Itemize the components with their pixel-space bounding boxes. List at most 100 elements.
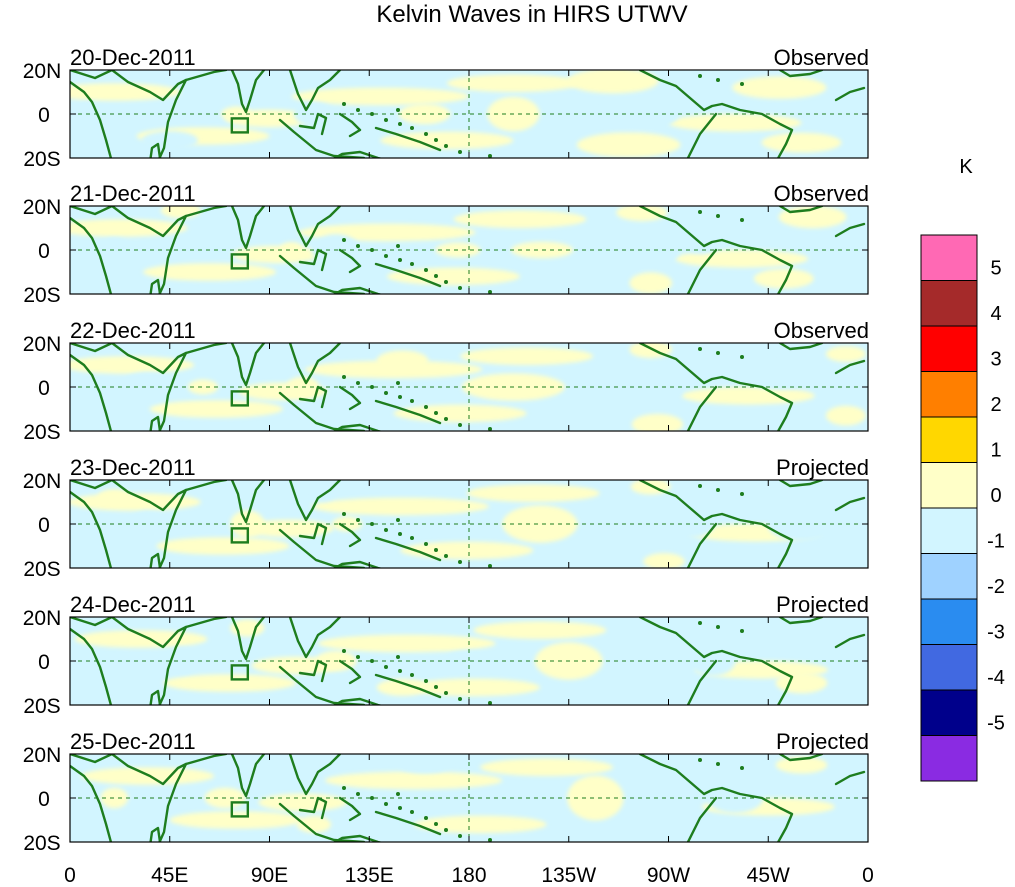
background-streak — [258, 793, 348, 812]
map-panel: 20N 0 20S 20-Dec-2011 Observed — [23, 45, 869, 171]
y-tick-label: 20S — [23, 558, 60, 581]
anomaly-contour — [567, 775, 624, 821]
anomaly-contour — [666, 510, 715, 538]
colorbar-swatch — [920, 371, 978, 418]
background-streak — [668, 114, 802, 132]
anomaly-contour — [775, 672, 828, 694]
anomaly-contour — [97, 489, 132, 507]
reference-box — [230, 527, 250, 544]
panel-kind: Observed — [774, 45, 869, 70]
background-streak — [406, 678, 540, 697]
colorbar-swatch — [920, 735, 978, 782]
colorbar-label: -2 — [987, 576, 1005, 598]
map-panel: 20N 0 20S 25-Dec-2011 Projected — [23, 729, 869, 855]
background-streak — [446, 74, 580, 92]
colorbar-swatch — [920, 416, 978, 463]
anomaly-contour — [141, 131, 199, 150]
chart-title: Kelvin Waves in HIRS UTWV — [376, 1, 687, 28]
panel-kind: Projected — [776, 592, 869, 617]
colorbar-label: -4 — [987, 667, 1005, 689]
background-streak — [380, 131, 514, 150]
map-panel: 20N 0 20S 24-Dec-2011 Projected — [23, 592, 869, 718]
y-tick-label: 0 — [38, 788, 50, 811]
anomaly-contour — [97, 237, 131, 263]
reference-box — [230, 664, 250, 681]
background-streak — [386, 267, 520, 286]
anomaly-contour — [398, 756, 451, 774]
colorbar-swatch — [920, 462, 978, 509]
reference-box — [230, 117, 250, 134]
anomaly-contour — [279, 242, 304, 258]
anomaly-contour — [576, 132, 681, 158]
panel-kind: Observed — [774, 318, 869, 343]
background-streak — [70, 83, 181, 101]
reference-box — [230, 253, 250, 270]
panel-date: 25-Dec-2011 — [70, 729, 196, 754]
colorbar-swatch — [920, 689, 978, 736]
x-tick-label: 45W — [747, 864, 790, 887]
map-panel: 20N 0 20S 22-Dec-2011 Observed — [23, 318, 869, 444]
x-tick-label: 0 — [64, 864, 76, 887]
y-tick-label: 20S — [23, 284, 60, 307]
colorbar-unit: K — [959, 156, 973, 178]
anomaly-contour — [100, 787, 129, 809]
anomaly-contour — [616, 206, 668, 222]
anomaly-contour — [825, 405, 866, 426]
anomaly-contour — [761, 132, 842, 153]
background-streak — [169, 811, 303, 829]
y-tick-label: 0 — [38, 514, 50, 537]
background-streak — [143, 263, 277, 281]
anomaly-contour — [502, 505, 578, 543]
anomaly-contour — [629, 272, 673, 294]
background-streak — [311, 497, 489, 516]
panel-kind: Projected — [776, 729, 869, 754]
y-tick-label: 0 — [38, 377, 50, 400]
x-tick-label: 0 — [862, 864, 874, 887]
anomaly-contour — [775, 756, 828, 774]
anomaly-contour — [679, 224, 725, 254]
panel-date: 20-Dec-2011 — [70, 45, 196, 70]
x-tick-label: 45E — [151, 864, 188, 887]
anomaly-contour — [128, 510, 167, 538]
anomaly-contour — [631, 413, 684, 431]
anomaly-contour — [753, 268, 814, 289]
y-tick-label: 0 — [38, 651, 50, 674]
panel-stack: 20N 0 20S 20-Dec-2011 Observed 20N 0 20S 21-Dec-… — [23, 45, 869, 855]
anomaly-contour — [376, 678, 429, 696]
x-tick-label: 90E — [251, 864, 288, 887]
background-streak — [453, 210, 587, 228]
y-tick-label: 20N — [23, 744, 62, 767]
colorbar-label: 2 — [990, 394, 1001, 416]
panel-date: 24-Dec-2011 — [70, 592, 196, 617]
anomaly-contour — [825, 346, 866, 362]
background-streak — [324, 771, 503, 790]
anomaly-contour — [119, 372, 176, 402]
background-streak — [473, 621, 607, 639]
anomaly-contour — [160, 647, 202, 675]
map-panel: 20N 0 20S 23-Dec-2011 Projected — [23, 455, 869, 581]
background-streak — [681, 387, 815, 405]
colorbar-swatch — [920, 234, 978, 281]
anomaly-contour — [376, 350, 429, 371]
background-streak — [70, 356, 195, 374]
anomaly-contour — [744, 362, 814, 390]
colorbar-swatch — [920, 325, 978, 372]
panel-kind: Projected — [776, 455, 869, 480]
colorbar-swatch — [920, 507, 978, 554]
colorbar-swatch — [920, 553, 978, 600]
y-tick-label: 20S — [23, 832, 60, 855]
x-axis: 0 45E 90E 135E 180 135W 90W 45W 0 — [64, 864, 874, 887]
background-streak — [480, 758, 614, 776]
anomaly-contour — [732, 76, 827, 99]
anomaly-contour — [643, 553, 685, 568]
colorbar-label: 0 — [990, 485, 1001, 507]
y-tick-label: 0 — [38, 104, 50, 127]
colorbar-label: 3 — [990, 349, 1001, 371]
panel-date: 23-Dec-2011 — [70, 455, 196, 480]
panel-kind: Observed — [774, 181, 869, 206]
colorbar-label: 1 — [990, 440, 1001, 462]
y-tick-label: 20S — [23, 148, 60, 171]
x-tick-label: 180 — [451, 864, 486, 887]
y-tick-label: 20N — [23, 60, 62, 83]
